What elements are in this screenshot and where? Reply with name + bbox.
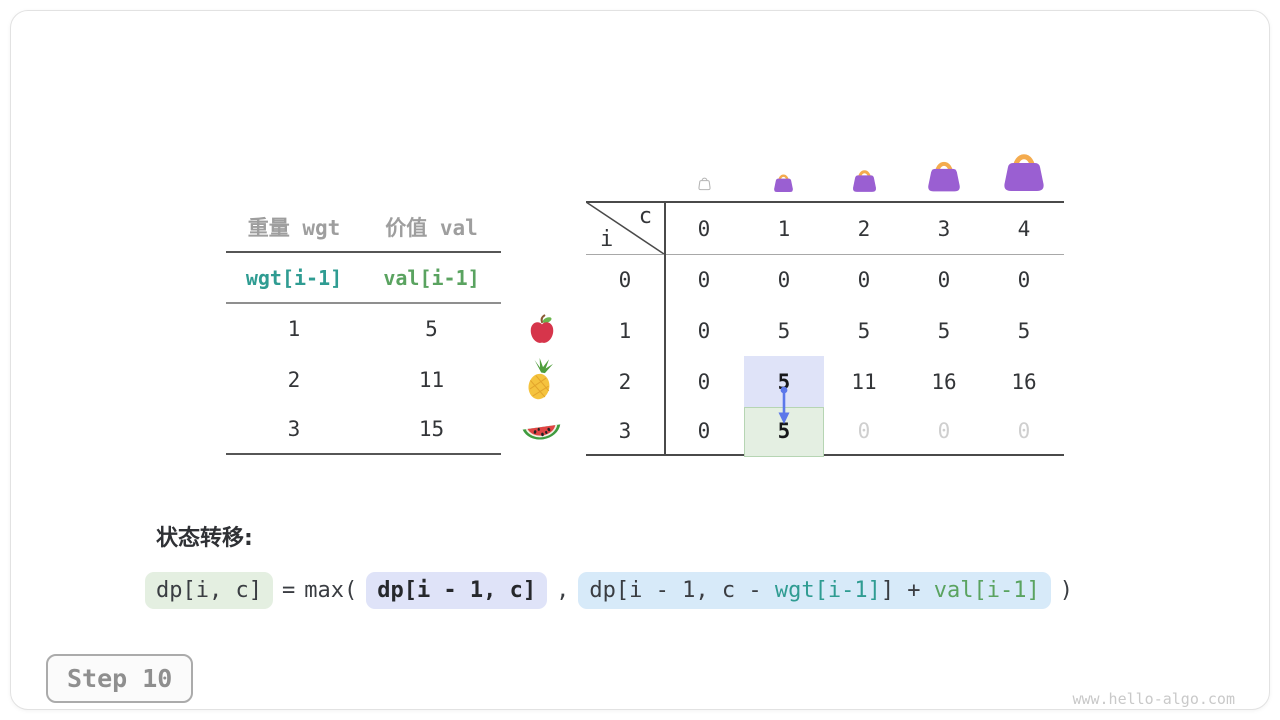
step-badge: Step 10 <box>46 654 194 703</box>
formula-equals: = <box>281 578 296 603</box>
item-row-3: 3 15 <box>226 405 501 453</box>
item-2-weight: 2 <box>287 367 301 392</box>
items-table-index-row: wgt[i-1] val[i-1] <box>226 253 501 303</box>
item-3-weight: 3 <box>287 417 301 441</box>
items-table: 重量 wgt 价值 val wgt[i-1] val[i-1] 1 5 2 11… <box>226 201 501 457</box>
formula-max-open: max( <box>304 578 358 603</box>
pineapple-icon <box>523 358 557 402</box>
dp-cell-grid: 0 0 0 0 0 0 5 5 5 5 0 5 11 16 16 0 5 0 0… <box>664 254 1064 455</box>
col-header-3: 3 <box>937 216 951 241</box>
dp-table: c i 0 1 2 3 4 0 1 2 3 0 0 0 0 0 <box>586 201 1064 459</box>
val-index-label: val[i-1] <box>383 266 480 290</box>
dp-cell-1-0: 0 <box>697 318 711 343</box>
dp-cell-0-1: 0 <box>777 267 791 292</box>
dp-table-bottom-border <box>586 454 1064 456</box>
dp-column-headers: 0 1 2 3 4 <box>664 203 1064 254</box>
state-transition-formula: dp[i, c] = max( dp[i - 1, c] , dp[i - 1,… <box>145 572 1073 609</box>
watermark: www.hello-algo.com <box>1072 690 1235 708</box>
dp-cell-3-2: 0 <box>857 419 871 443</box>
bag-icon-empty <box>697 174 712 191</box>
dp-cell-1-2: 5 <box>857 318 871 343</box>
row-header-1: 1 <box>618 318 632 343</box>
weight-column-header: 重量 wgt <box>247 216 341 240</box>
formula-arg2-prefix: dp[i - 1, c - <box>589 578 775 603</box>
apple-icon <box>527 314 557 346</box>
dp-table-top-border <box>586 201 1064 203</box>
col-header-2: 2 <box>857 216 871 241</box>
row-header-2: 2 <box>618 369 632 394</box>
dp-cell-1-3: 5 <box>937 318 951 343</box>
col-header-1: 1 <box>777 216 791 241</box>
dp-cell-0-3: 0 <box>937 267 951 292</box>
dp-row-headers: 0 1 2 3 <box>586 254 664 455</box>
dp-cell-3-4: 0 <box>1017 419 1031 443</box>
formula-arg2-val: val[i-1] <box>933 578 1040 603</box>
item-1-weight: 1 <box>287 316 301 341</box>
dp-cell-0-2: 0 <box>857 267 871 292</box>
wgt-index-label: wgt[i-1] <box>245 266 343 290</box>
formula-arg1: dp[i - 1, c] <box>366 572 548 609</box>
row-header-3: 3 <box>618 419 632 443</box>
bag-icon-md <box>924 156 964 193</box>
formula-lhs: dp[i, c] <box>145 572 273 609</box>
transition-arrow-icon <box>778 386 790 424</box>
value-column-header: 价值 val <box>385 216 478 240</box>
item-1-value: 5 <box>425 316 438 341</box>
formula-comma: , <box>556 578 570 603</box>
dp-cell-0-4: 0 <box>1017 267 1031 292</box>
dp-cell-2-0: 0 <box>697 369 711 394</box>
dp-cell-1-1: 5 <box>777 318 791 343</box>
formula-arg2: dp[i - 1, c - wgt[i-1]] + val[i-1] <box>578 572 1051 609</box>
dp-cell-3-3: 0 <box>937 419 951 443</box>
items-table-bottom-border <box>226 453 501 455</box>
dp-table-header-divider <box>586 254 1064 255</box>
item-axis-label: i <box>600 227 614 252</box>
dp-cell-2-4: 16 <box>1011 369 1037 394</box>
col-header-0: 0 <box>697 216 711 241</box>
dp-cell-3-1-target: 5 <box>777 419 791 443</box>
item-row-1: 1 5 <box>226 303 501 354</box>
formula-arg2-wgt: wgt[i-1] <box>774 578 881 603</box>
item-2-value: 11 <box>418 367 445 392</box>
row-header-0: 0 <box>618 267 632 292</box>
items-table-divider <box>226 251 501 253</box>
watermelon-icon <box>521 417 563 447</box>
dp-cell-3-0: 0 <box>697 419 711 443</box>
dp-table-vertical-divider <box>664 201 666 456</box>
bag-icon-xs <box>772 171 795 193</box>
dp-cell-2-2: 11 <box>851 369 877 394</box>
items-table-divider <box>226 302 501 304</box>
corner-diagonal-line <box>586 201 664 254</box>
capacity-axis-label: c <box>638 204 652 229</box>
dp-cell-1-4: 5 <box>1017 318 1031 343</box>
diagram-card: 重量 wgt 价值 val wgt[i-1] val[i-1] 1 5 2 11… <box>10 10 1270 710</box>
dp-cell-2-1-source: 5 <box>777 369 791 394</box>
dp-cell-2-3: 16 <box>931 369 957 394</box>
formula-arg2-mid: ] + <box>880 578 934 603</box>
items-table-header-row: 重量 wgt 价值 val <box>226 201 501 253</box>
state-transition-heading: 状态转移: <box>156 526 253 551</box>
dp-cell-0-0: 0 <box>697 267 711 292</box>
dp-corner-cell: c i <box>586 201 664 254</box>
item-3-value: 15 <box>418 417 445 441</box>
item-row-2: 2 11 <box>226 354 501 405</box>
bag-icon-lg <box>1000 147 1048 193</box>
col-header-4: 4 <box>1017 216 1031 241</box>
bag-icon-sm <box>850 166 879 193</box>
formula-close-paren: ) <box>1059 578 1074 603</box>
